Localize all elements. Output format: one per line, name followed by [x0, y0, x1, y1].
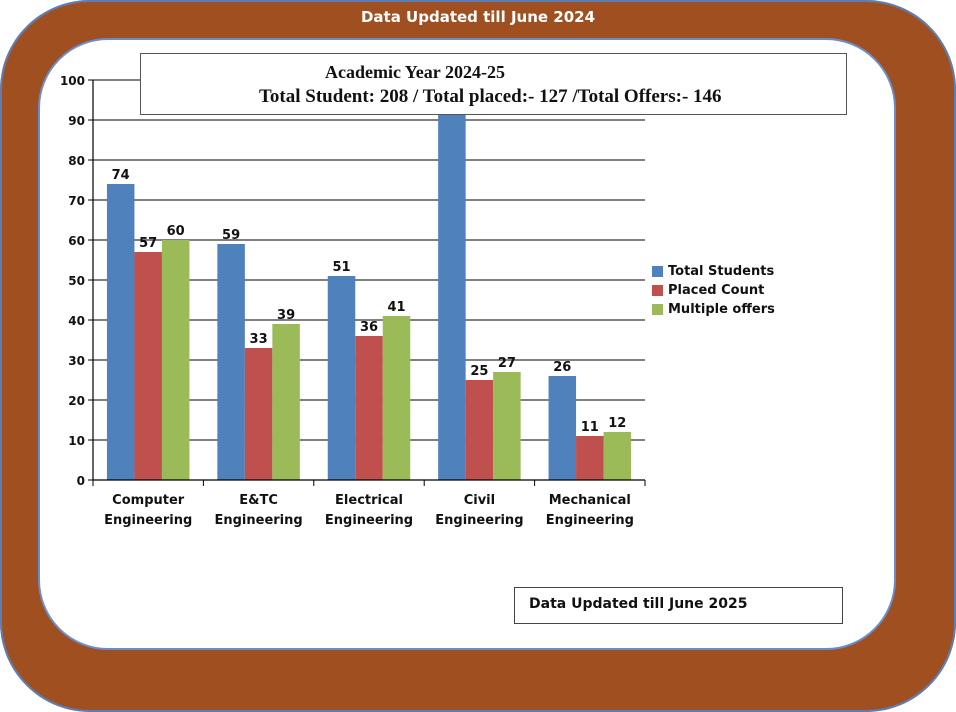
- bar: [161, 240, 190, 480]
- legend: Total Students Placed Count Multiple off…: [652, 262, 775, 319]
- bar: [382, 316, 411, 480]
- x-tick-label: Civil: [464, 493, 495, 508]
- bar: [106, 184, 135, 480]
- data-label: 12: [608, 416, 626, 431]
- y-tick-label: 80: [68, 154, 85, 168]
- data-label: 57: [139, 236, 157, 251]
- x-tick-label: Mechanical: [549, 493, 631, 508]
- legend-swatch: [652, 304, 663, 315]
- x-tick-label: Engineering: [104, 513, 192, 528]
- legend-swatch: [652, 285, 663, 296]
- data-label: 51: [332, 260, 350, 275]
- bar: [272, 324, 300, 480]
- bar: [327, 276, 356, 480]
- data-label: 60: [167, 224, 185, 239]
- data-label: 27: [498, 356, 516, 371]
- y-tick-label: 90: [68, 114, 85, 128]
- y-tick-label: 100: [60, 74, 85, 88]
- y-tick-label: 30: [68, 354, 85, 368]
- legend-item-total-students: Total Students: [652, 262, 775, 281]
- footer-note-box: Data Updated till June 2025: [514, 587, 843, 624]
- chart-title-line-1: Academic Year 2024-25: [325, 62, 505, 82]
- footer-note: Data Updated till June 2025: [529, 596, 748, 612]
- y-tick-label: 40: [68, 314, 85, 328]
- chart-title-line-2: Total Student: 208 / Total placed:- 127 …: [259, 86, 722, 107]
- data-label: 33: [250, 332, 268, 347]
- bar: [576, 436, 604, 480]
- bar: [603, 432, 632, 480]
- data-label: 25: [470, 364, 488, 379]
- bar: [217, 244, 245, 480]
- bar: [438, 88, 466, 480]
- data-label: 11: [581, 420, 599, 435]
- legend-item-placed-count: Placed Count: [652, 281, 775, 300]
- top-note: Data Updated till June 2024: [360, 8, 596, 26]
- x-tick-label: Computer: [112, 493, 185, 508]
- bar: [134, 252, 162, 480]
- x-tick-label: Engineering: [325, 513, 413, 528]
- data-label: 36: [360, 320, 378, 335]
- legend-label: Placed Count: [668, 283, 765, 298]
- y-tick-label: 10: [68, 434, 85, 448]
- bar: [244, 348, 273, 480]
- data-label: 59: [222, 228, 240, 243]
- bar: [493, 372, 521, 480]
- data-label: 41: [387, 300, 405, 315]
- x-tick-label: Engineering: [214, 513, 302, 528]
- y-tick-label: 0: [77, 474, 85, 488]
- x-tick-label: Electrical: [335, 493, 403, 508]
- legend-label: Total Students: [668, 264, 775, 279]
- data-label: 26: [553, 360, 571, 375]
- y-tick-label: 50: [68, 274, 85, 288]
- y-tick-label: 70: [68, 194, 85, 208]
- y-tick-label: 20: [68, 394, 85, 408]
- bar: [548, 376, 577, 480]
- x-tick-label: E&TC: [239, 493, 278, 508]
- data-label: 74: [112, 168, 130, 183]
- legend-label: Multiple offers: [668, 302, 775, 317]
- y-tick-label: 60: [68, 234, 85, 248]
- chart-title-box: Academic Year 2024-25 Total Student: 208…: [140, 53, 847, 115]
- legend-swatch: [652, 266, 663, 277]
- x-tick-label: Engineering: [546, 513, 634, 528]
- bar: [355, 336, 383, 480]
- x-tick-label: Engineering: [435, 513, 523, 528]
- legend-item-multiple-offers: Multiple offers: [652, 300, 775, 319]
- data-label: 39: [277, 308, 295, 323]
- bar: [465, 380, 494, 480]
